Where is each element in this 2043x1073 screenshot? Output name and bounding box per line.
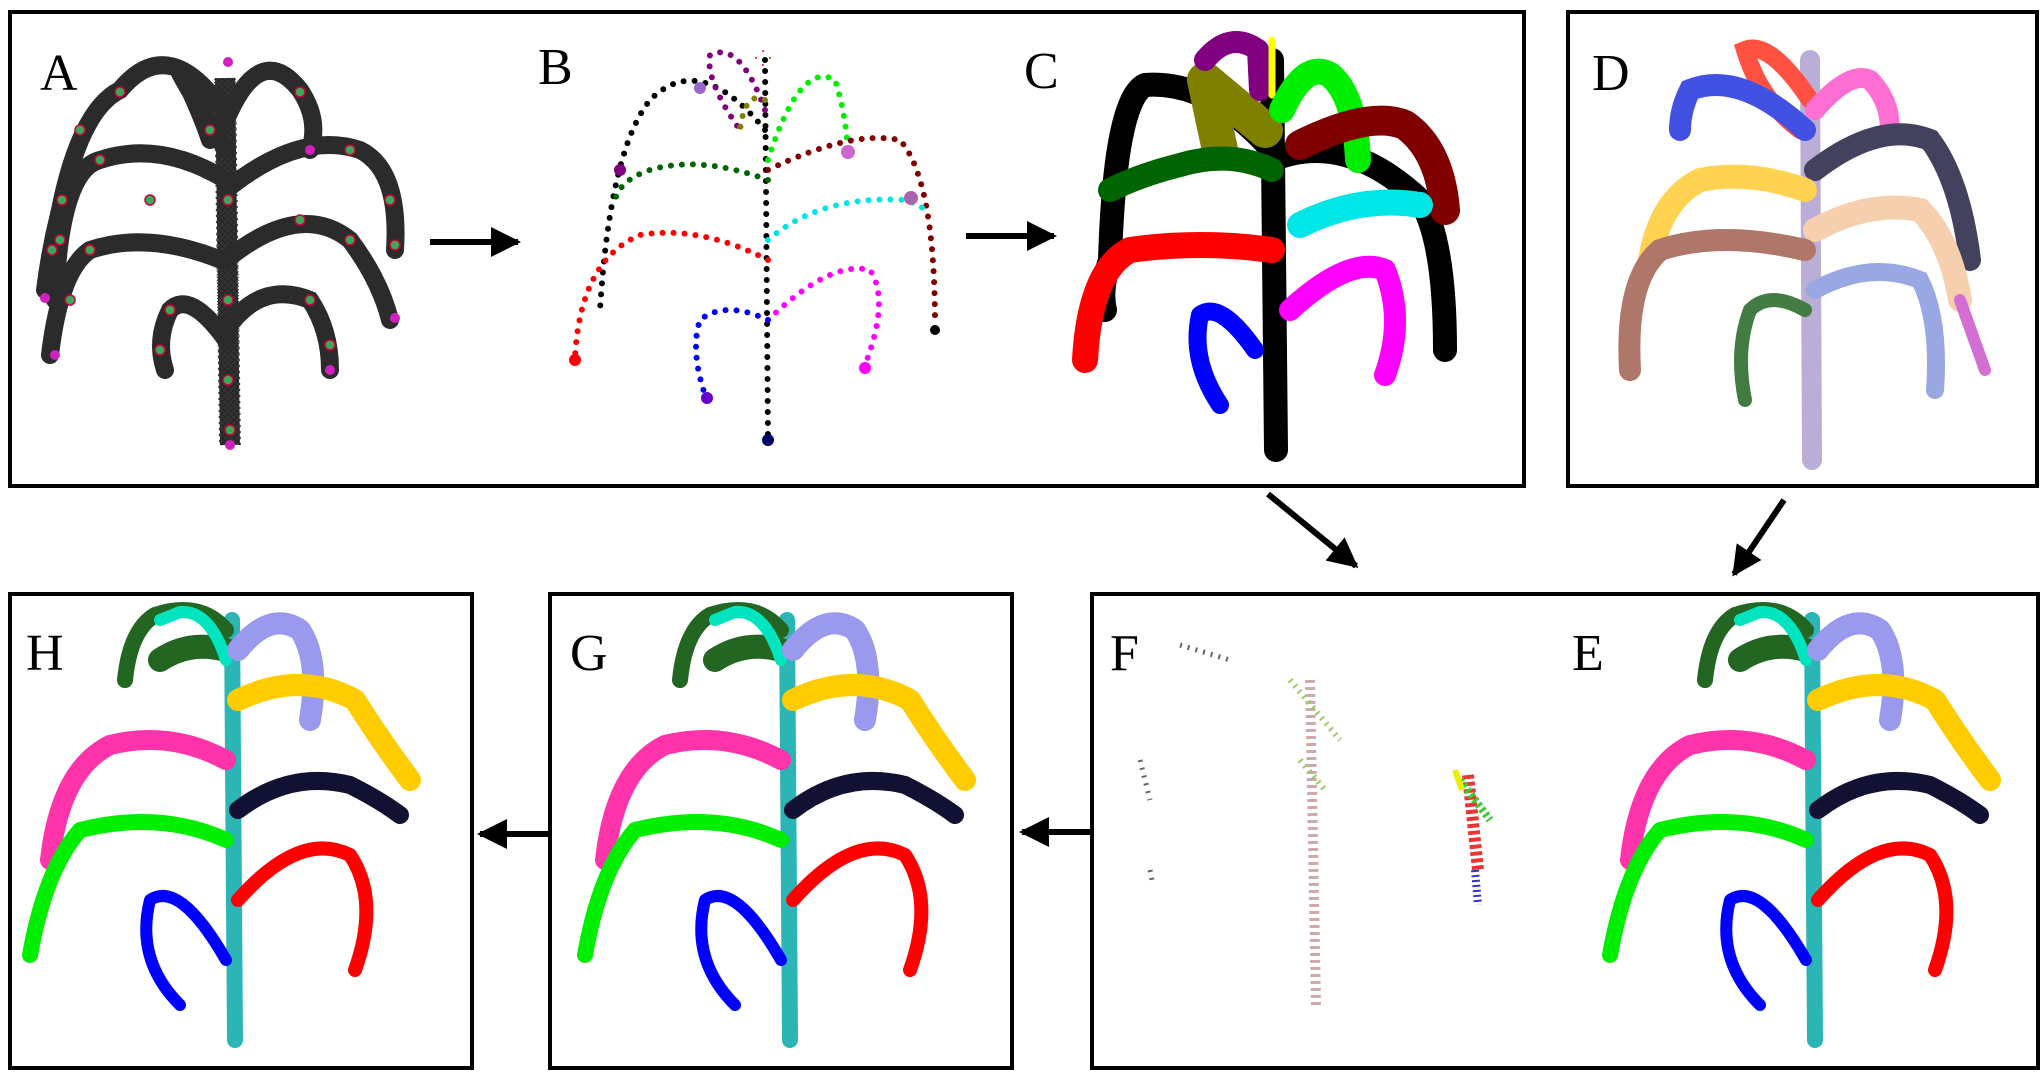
panel-label-a: A — [40, 45, 78, 102]
panel-label-e: E — [1572, 625, 1604, 682]
panel-a-mesh-plant — [36, 56, 405, 450]
arrow-d-to-e — [1731, 498, 1787, 577]
panel-label-d: D — [1592, 45, 1630, 102]
panel-b-skeleton — [569, 49, 940, 446]
panel-label-c: C — [1024, 43, 1059, 100]
panel-d-pointcloud — [1618, 39, 1991, 470]
panel-label-h: H — [26, 625, 64, 682]
panel-e-segmented-plant — [1602, 602, 2001, 1048]
panel-label-b: B — [538, 39, 573, 96]
panel-fe-frame — [1090, 592, 2040, 1070]
panel-h-segmented-plant — [30, 610, 410, 1040]
panel-f-residual-points — [1137, 642, 1494, 1006]
arrow-c-to-f — [1266, 491, 1359, 569]
panel-label-g: G — [570, 625, 608, 682]
panel-g-segmented-plant — [585, 610, 965, 1040]
panel-label-f: F — [1110, 625, 1139, 682]
panel-c-segmentation — [1072, 31, 1460, 462]
